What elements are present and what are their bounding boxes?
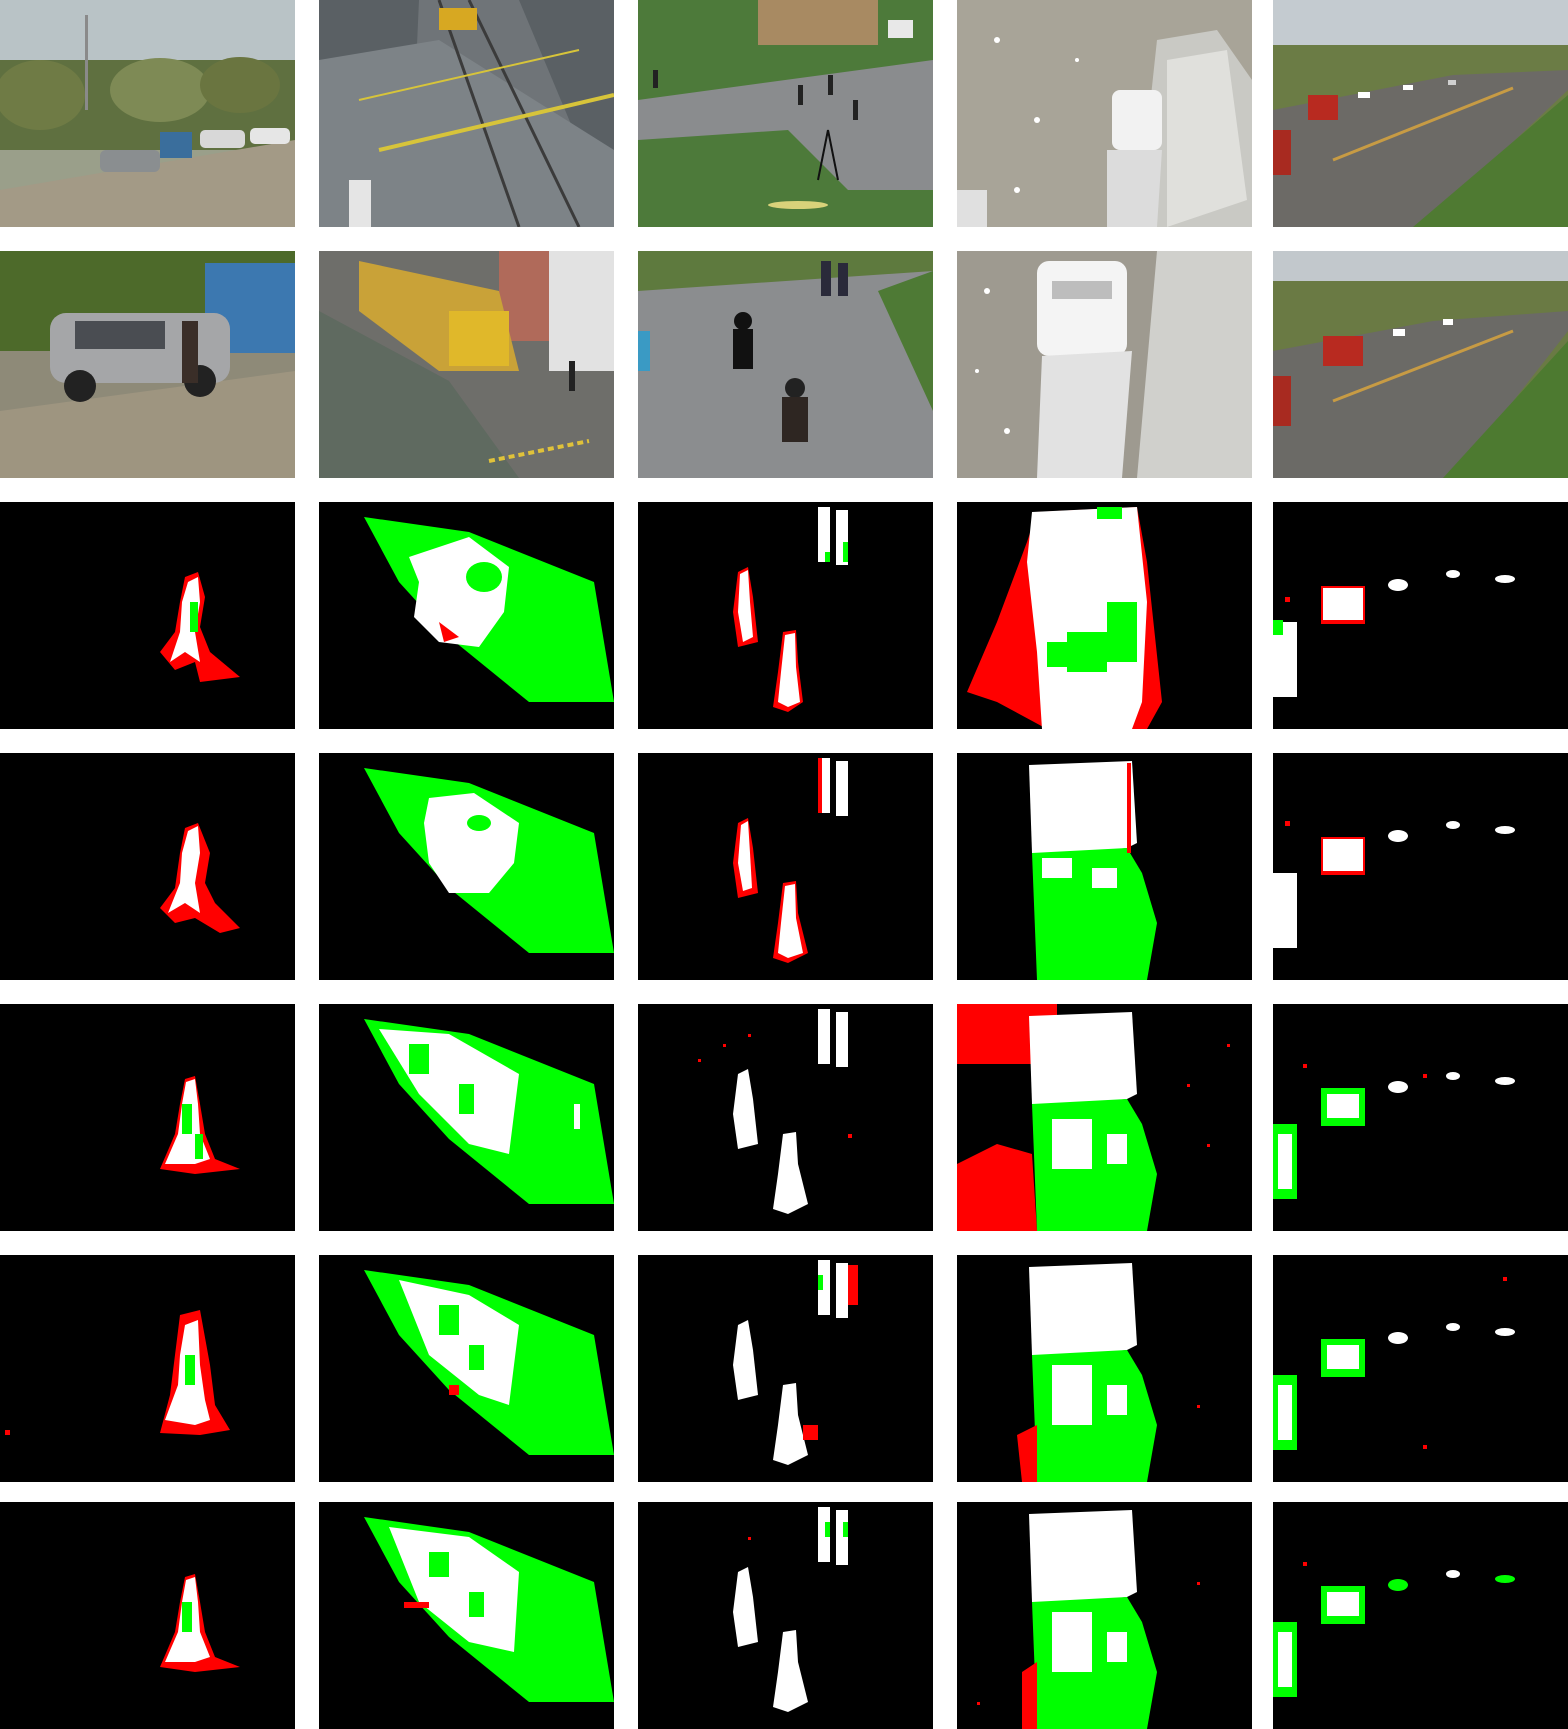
mask-parking-lot-row3 xyxy=(0,502,295,729)
segmentation-mask xyxy=(319,1004,614,1231)
mask-overhead-truck-row6 xyxy=(957,1255,1252,1482)
mask-parking-lot-row6 xyxy=(0,1255,295,1482)
frame-highway-2 xyxy=(1273,251,1568,478)
segmentation-mask xyxy=(1273,1502,1568,1729)
overhead-truck-closeup-photo xyxy=(957,251,1252,478)
segmentation-mask xyxy=(319,753,614,980)
highway-closeup-photo xyxy=(1273,251,1568,478)
parking-lot-closeup-photo xyxy=(0,251,295,478)
mask-railway-crossing-row6 xyxy=(319,1255,614,1482)
campus-photo xyxy=(638,0,933,227)
mask-parking-lot-row5 xyxy=(0,1004,295,1231)
frame-overhead-truck-1 xyxy=(957,0,1252,227)
frame-campus-pedestrians-1 xyxy=(638,0,933,227)
segmentation-mask xyxy=(957,502,1252,729)
highway-photo xyxy=(1273,0,1568,227)
segmentation-mask xyxy=(0,753,295,980)
mask-railway-crossing-row3 xyxy=(319,502,614,729)
segmentation-mask xyxy=(957,1502,1252,1729)
segmentation-mask xyxy=(638,502,933,729)
mask-railway-crossing-row5 xyxy=(319,1004,614,1231)
mask-campus-pedestrians-row4 xyxy=(638,753,933,980)
mask-campus-pedestrians-row6 xyxy=(638,1255,933,1482)
segmentation-mask xyxy=(0,502,295,729)
segmentation-mask xyxy=(319,1255,614,1482)
railway-crossing-photo xyxy=(319,0,614,227)
frame-campus-pedestrians-2 xyxy=(638,251,933,478)
segmentation-mask xyxy=(1273,502,1568,729)
mask-highway-row5 xyxy=(1273,1004,1568,1231)
mask-highway-row4 xyxy=(1273,753,1568,980)
segmentation-mask xyxy=(957,1255,1252,1482)
segmentation-mask xyxy=(1273,1255,1568,1482)
parking-lot-photo xyxy=(0,0,295,227)
frame-parking-lot-1 xyxy=(0,0,295,227)
mask-overhead-truck-row5 xyxy=(957,1004,1252,1231)
mask-overhead-truck-row4 xyxy=(957,753,1252,980)
mask-campus-pedestrians-row3 xyxy=(638,502,933,729)
campus-closeup-photo xyxy=(638,251,933,478)
mask-campus-pedestrians-row7 xyxy=(638,1502,933,1729)
segmentation-mask xyxy=(638,753,933,980)
segmentation-mask xyxy=(638,1255,933,1482)
railway-train-photo xyxy=(319,251,614,478)
mask-parking-lot-row4 xyxy=(0,753,295,980)
overhead-truck-photo xyxy=(957,0,1252,227)
mask-railway-crossing-row4 xyxy=(319,753,614,980)
mask-campus-pedestrians-row5 xyxy=(638,1004,933,1231)
segmentation-mask xyxy=(0,1502,295,1729)
mask-overhead-truck-row7 xyxy=(957,1502,1252,1729)
segmentation-mask xyxy=(0,1004,295,1231)
mask-railway-crossing-row7 xyxy=(319,1502,614,1729)
segmentation-mask xyxy=(1273,753,1568,980)
segmentation-mask xyxy=(638,1502,933,1729)
mask-highway-row3 xyxy=(1273,502,1568,729)
frame-highway-1 xyxy=(1273,0,1568,227)
mask-highway-row7 xyxy=(1273,1502,1568,1729)
frame-overhead-truck-2 xyxy=(957,251,1252,478)
frame-parking-lot-2 xyxy=(0,251,295,478)
segmentation-mask xyxy=(0,1255,295,1482)
segmentation-mask xyxy=(957,1004,1252,1231)
mask-parking-lot-row7 xyxy=(0,1502,295,1729)
segmentation-mask xyxy=(319,502,614,729)
segmentation-mask xyxy=(1273,1004,1568,1231)
segmentation-mask xyxy=(319,1502,614,1729)
segmentation-mask xyxy=(638,1004,933,1231)
segmentation-mask xyxy=(957,753,1252,980)
mask-highway-row6 xyxy=(1273,1255,1568,1482)
mask-overhead-truck-row3 xyxy=(957,502,1252,729)
frame-railway-crossing-2 xyxy=(319,251,614,478)
frame-railway-crossing-1 xyxy=(319,0,614,227)
